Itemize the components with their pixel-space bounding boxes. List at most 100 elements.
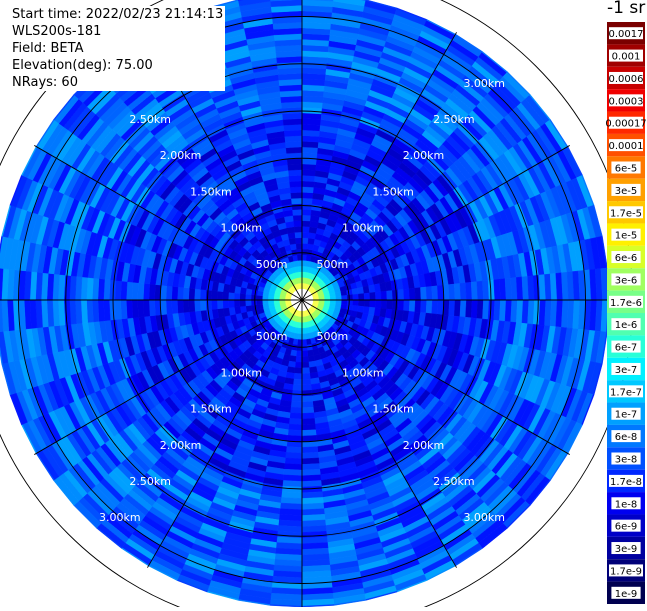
beta-cell [239,293,246,301]
beta-cell [301,452,319,459]
beta-cell [177,299,184,314]
beta-cell [358,293,365,301]
beta-cell [301,226,310,233]
beta-cell [288,418,303,425]
range-ring-label: 1.00km [342,222,384,235]
beta-cell [305,338,312,346]
range-ring-label: 2.00km [160,439,202,452]
beta-cell [233,299,241,308]
beta-cell [301,339,307,346]
beta-cell [301,135,320,143]
range-ring-label: 500m [317,330,349,343]
colorbar-label-bg [611,161,641,174]
beta-cell [262,299,269,305]
instrument-label: WLS200s-181 [12,24,102,39]
beta-cell [301,367,310,374]
beta-cell [301,356,309,363]
beta-cell [341,295,348,301]
colorbar-label-bg [611,497,641,510]
beta-cell [301,203,313,210]
beta-cell [0,331,9,364]
colorbar: 0.0017 0.001 0.0006 0.0003 0.00017 0.0001 6e-5… [605,22,647,604]
beta-cell [301,169,316,177]
beta-cell [297,254,303,261]
colorbar-label-bg [611,407,641,420]
beta-cell [250,299,258,306]
beta-cell [290,192,303,199]
beta-cell [245,293,252,301]
beta-cell [211,290,218,301]
beta-cell [289,180,303,188]
beta-cell [301,446,319,454]
colorbar-label-bg [609,49,643,62]
colorbar-label-bg [611,228,641,241]
beta-cell [358,299,365,307]
range-ring-label: 500m [256,258,288,271]
colorbar-label-bg [611,273,641,286]
beta-cell [290,401,303,408]
beta-cell [414,287,422,301]
colorbar-label-bg [609,139,643,152]
beta-cell [228,299,235,308]
beta-cell [301,412,315,420]
beta-cell [392,289,399,301]
colorbar-tick-label: 0.0001 [609,141,644,152]
beta-cell [380,290,388,301]
beta-cell [216,290,224,301]
beta-cell [291,390,303,397]
beta-cell [431,285,439,301]
beta-cell [285,452,303,459]
beta-cell [301,237,309,244]
colorbar-tick-label: 1.7e-5 [610,208,642,219]
azimuth-spoke [301,299,457,568]
beta-cell [270,0,303,7]
range-ring-labels: 500m 500m 500m 500m 1.00km 1.00km 1.00km 1.00km… [99,77,505,524]
beta-cell [148,283,156,301]
beta-cell [256,295,263,301]
beta-cell [301,395,313,403]
beta-cell [293,220,303,227]
beta-cell [301,231,310,239]
beta-cell [188,299,196,313]
beta-cell [137,299,145,318]
colorbar-label-bg [611,362,641,375]
beta-cell [294,361,303,369]
beta-cell [431,299,439,315]
colorbar-tick-label: 6e-7 [615,343,638,354]
beta-cell [238,0,271,7]
beta-cell [375,291,382,301]
beta-cell [301,457,320,465]
beta-cell [301,180,315,188]
colorbar-label-bg [611,542,641,555]
beta-cell [292,378,303,386]
colorbar-tick-label: 3e-5 [615,186,638,197]
beta-cell [301,401,314,408]
colorbar-tick-label: 0.0006 [609,74,644,85]
beta-cell [171,286,179,301]
beta-cell [425,299,433,314]
beta-cell [361,0,366,1]
beta-cell [448,299,456,317]
beta-cell [222,291,229,301]
beta-cell [459,282,467,301]
beta-cell [292,254,299,262]
beta-cell [420,286,427,301]
beta-cell [369,299,376,308]
beta-cell [297,260,303,267]
beta-cell [301,384,312,391]
colorbar-label-bg [609,27,643,40]
beta-cell [375,299,382,309]
colorbar-tick-label: 1e-8 [615,499,638,510]
beta-cell [287,429,303,437]
beta-field-cells [0,0,610,608]
beta-cell [292,209,303,216]
beta-cell [143,283,150,301]
beta-cell [301,350,309,357]
beta-cell [288,175,303,182]
beta-cell [222,299,229,309]
colorbar-label-bg [609,94,643,107]
beta-cell [346,289,353,296]
beta-cell [182,287,190,301]
beta-cell [194,288,201,301]
